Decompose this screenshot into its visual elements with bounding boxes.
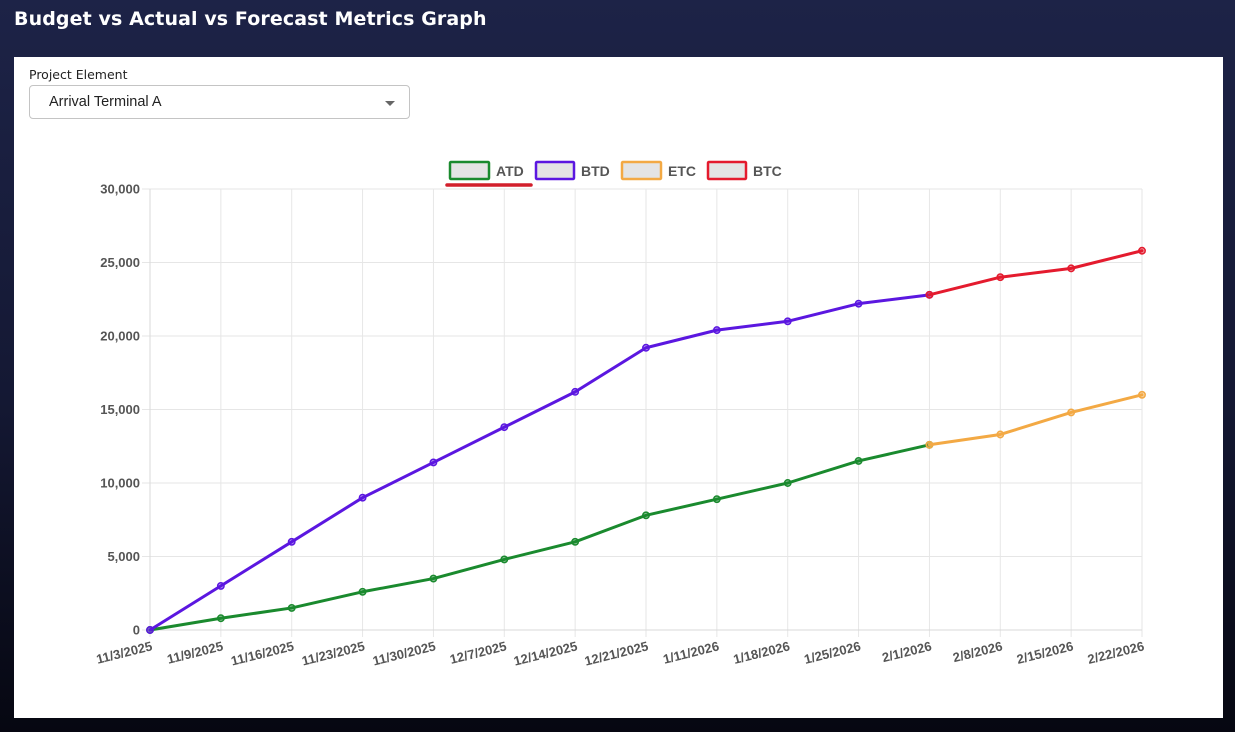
data-point-etc <box>996 430 1005 439</box>
data-point-btd <box>712 326 721 335</box>
legend-label-etc: ETC <box>668 163 696 179</box>
y-tick-label: 30,000 <box>100 182 140 197</box>
x-tick-label: 11/9/2025 <box>166 638 225 666</box>
y-tick-label: 15,000 <box>100 402 140 417</box>
caret-down-icon <box>385 101 395 106</box>
data-point-atd <box>854 457 863 465</box>
data-point-atd <box>287 604 296 612</box>
chart-panel: Project Element Arrival Terminal A <box>14 57 1223 718</box>
x-tick-label: 11/16/2025 <box>229 638 295 668</box>
series-line-etc <box>927 393 1144 447</box>
series-line-btc <box>927 249 1144 297</box>
legend-swatch-btd <box>534 160 576 181</box>
x-tick-label: 1/18/2026 <box>732 638 792 667</box>
data-point-atd <box>429 574 438 583</box>
project-element-label: Project Element <box>29 67 128 82</box>
legend-swatch-btc <box>706 160 748 181</box>
data-point-btc <box>1067 264 1076 273</box>
y-tick-label: 0 <box>133 623 140 638</box>
x-tick-label: 2/8/2026 <box>951 638 1004 665</box>
data-point-btd <box>783 317 792 326</box>
page-title: Budget vs Actual vs Forecast Metrics Gra… <box>14 8 487 30</box>
data-point-atd <box>571 537 580 546</box>
x-tick-label: 1/25/2026 <box>803 638 863 667</box>
x-tick-label: 11/30/2025 <box>371 638 437 668</box>
legend-swatch-etc <box>620 160 663 181</box>
series-line-atd <box>148 443 931 632</box>
data-point-atd <box>358 587 367 596</box>
data-point-etc <box>1067 408 1076 417</box>
series-line-btd <box>148 293 931 632</box>
x-tick-label: 12/21/2025 <box>583 638 650 668</box>
data-point-btd <box>642 343 650 352</box>
legend-label-atd: ATD <box>496 163 524 179</box>
data-point-etc <box>925 440 934 449</box>
data-point-btd <box>500 423 509 432</box>
data-point-atd <box>712 495 721 504</box>
y-tick-label: 25,000 <box>100 255 140 270</box>
data-point-btd <box>571 387 580 396</box>
data-point-atd <box>216 614 225 623</box>
x-tick-label: 12/7/2025 <box>448 638 508 667</box>
y-tick-label: 10,000 <box>100 476 140 491</box>
data-point-btd <box>358 493 367 502</box>
x-tick-label: 11/23/2025 <box>300 638 366 668</box>
x-tick-label: 2/1/2026 <box>880 638 933 665</box>
data-point-atd <box>642 511 650 520</box>
x-tick-label: 2/15/2026 <box>1015 638 1075 667</box>
legend-label-btd: BTD <box>581 163 610 179</box>
data-point-btd <box>216 581 225 590</box>
data-point-btd <box>854 299 863 308</box>
data-point-btd <box>287 537 296 546</box>
data-point-atd <box>500 555 509 564</box>
x-tick-label: 12/14/2025 <box>512 638 579 668</box>
y-tick-label: 5,000 <box>107 549 140 564</box>
project-element-select[interactable]: Arrival Terminal A <box>29 85 410 119</box>
data-point-btd <box>146 626 154 634</box>
data-point-atd <box>783 479 792 487</box>
y-tick-label: 20,000 <box>100 329 140 344</box>
data-point-btd <box>429 458 438 467</box>
x-tick-label: 2/22/2026 <box>1086 638 1146 667</box>
x-tick-label: 1/11/2026 <box>662 638 721 666</box>
data-point-btc <box>996 273 1005 282</box>
data-point-btc <box>925 290 934 299</box>
legend-label-btc: BTC <box>753 163 782 179</box>
data-point-etc <box>1138 390 1146 399</box>
data-point-btc <box>1138 246 1146 255</box>
x-tick-label: 11/3/2025 <box>95 638 154 666</box>
legend-swatch-atd <box>448 160 491 181</box>
project-element-value: Arrival Terminal A <box>49 94 162 110</box>
